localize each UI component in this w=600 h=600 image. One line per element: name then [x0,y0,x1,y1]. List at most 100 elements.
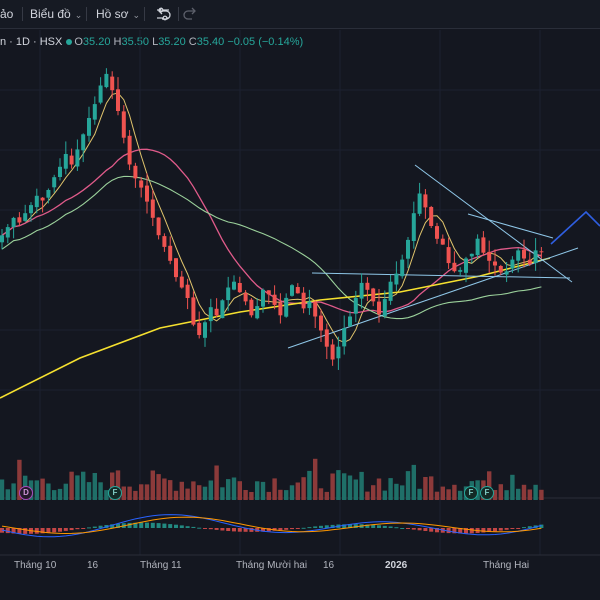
volume-bar [405,471,411,500]
redo-icon[interactable] [181,5,199,23]
macd-histogram-bar [307,527,312,529]
volume-bar [179,481,184,500]
candle-down [301,292,306,309]
volume-bar [342,473,347,500]
candle-down [174,258,178,278]
undo-icon[interactable] [155,5,173,23]
macd-histogram-bar [168,524,173,528]
volume-bar [411,464,416,500]
macd-histogram-bar [58,528,62,532]
price-chart[interactable] [0,28,600,558]
volume-bar [313,458,318,500]
candle-down [272,294,277,305]
volume-bar [446,489,451,500]
candle-down [156,217,161,236]
macd-histogram-bar [249,528,254,532]
candle-down [440,238,445,245]
candle-up [284,297,289,317]
financial-event-marker[interactable]: F [108,486,122,500]
candle-up [475,238,480,256]
macd-histogram-bar [46,528,51,533]
volume-bar [388,478,393,500]
candle-down [377,301,381,315]
candle-up [353,297,358,314]
candle-up [52,177,57,188]
volume-bar [231,477,237,500]
volume-bar [133,490,138,500]
macd-histogram-bar [388,526,393,528]
macd-histogram-bar [469,528,474,534]
candle-down [150,199,155,218]
high-value: 35.50 [121,36,149,48]
x-axis-label: 16 [87,560,99,571]
financial-event-marker[interactable]: F [480,486,494,500]
macd-histogram-bar [145,522,149,528]
macd-histogram-bar [371,524,376,528]
candle-up [29,205,33,214]
volume-bar [139,484,144,500]
macd-histogram-bar [243,528,248,532]
x-axis-label: Tháng 10 [14,560,57,571]
volume-bar [162,478,167,500]
volume-bar [208,480,213,500]
volume-bar [510,474,515,500]
candle-up [11,217,16,228]
dividend-event-marker[interactable]: D [19,486,33,500]
ma-long-line [0,257,551,399]
volume-bar [98,482,103,500]
candle-up [394,273,399,285]
volume-bar [168,480,173,500]
volume-bar [371,485,376,500]
ohlc-legend: n · 1D · HSX O35.20 H35.50 L35.20 C35.40 … [0,34,303,50]
macd-signal-line [1,516,542,535]
volume-bar [104,490,109,500]
volume-bar [365,491,370,500]
volume-bar [156,474,161,500]
macd-histogram-bar [179,525,184,528]
volume-bar [75,475,80,500]
macd-histogram-bar [342,524,347,528]
candle-up [104,73,109,88]
volume-bar [249,492,254,500]
candle-up [464,258,468,273]
macd-histogram-bar [539,524,544,528]
macd-histogram-bar [429,528,434,532]
symbol-label[interactable]: n · 1D · HSX [0,36,63,48]
volume-bar [330,473,335,500]
candle-up [382,299,387,317]
macd-histogram-bar [481,528,486,533]
volume-bar [5,489,10,500]
macd-histogram-bar [208,528,213,530]
candle-up [75,149,80,167]
candle-up [388,281,393,301]
macd-histogram-bar [493,528,497,532]
volume-bar [57,488,63,500]
macd-histogram-bar [313,526,318,528]
volume-bar [347,475,353,500]
toolbar-item-truncated[interactable]: ảo [0,0,13,28]
macd-histogram-bar [133,522,138,528]
open-value: 35.20 [82,36,111,48]
candle-down [429,207,434,226]
ma-mid-line [1,148,542,314]
volume-bar [498,484,503,500]
candle-up [81,134,86,151]
macd-histogram-bar [185,526,190,528]
candle-up [417,193,422,214]
macd-histogram-bar [17,528,22,534]
profile-menu-button[interactable]: Hồ sơ ⌄ [96,0,140,28]
candle-up [261,289,265,307]
candle-down [127,135,132,165]
volume-bar [452,484,457,500]
candle-up [208,307,213,322]
macd-histogram-bar [464,528,468,534]
macd-histogram-bar [423,528,428,531]
high-label: H [113,36,122,48]
candle-down [498,266,503,273]
candle-up [232,281,236,290]
macd-histogram-bar [63,528,68,531]
chart-menu-button[interactable]: Biểu đồ ⌄ [30,0,82,28]
macd-histogram-bar [319,525,323,528]
candle-down [197,322,202,335]
financial-event-marker[interactable]: F [464,486,478,500]
